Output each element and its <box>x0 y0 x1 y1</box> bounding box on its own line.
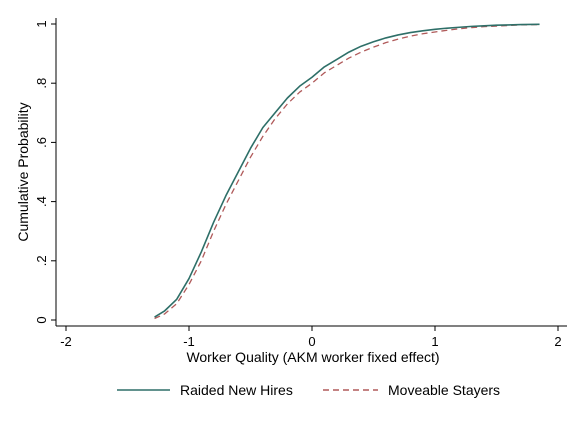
x-tick-label: -1 <box>183 334 195 349</box>
y-ticks: 0 .2 .4 .6 .8 1 <box>34 20 56 324</box>
x-tick-label: -2 <box>60 334 72 349</box>
legend-label-moveable-stayers: Moveable Stayers <box>388 382 500 398</box>
x-ticks: -2 -1 0 1 2 <box>60 326 562 349</box>
legend-label-raided-new-hires: Raided New Hires <box>180 382 293 398</box>
y-tick-label: .4 <box>34 196 49 207</box>
series-line-raided-new-hires <box>154 23 540 318</box>
x-tick-label: 2 <box>554 334 561 349</box>
x-axis-label: Worker Quality (AKM worker fixed effect) <box>186 349 439 365</box>
y-tick-label: 1 <box>34 20 49 27</box>
series-group <box>154 23 540 320</box>
series-line-moveable-stayers <box>154 23 540 320</box>
y-tick-label: .2 <box>34 255 49 266</box>
y-tick-label: .6 <box>34 137 49 148</box>
y-tick-label: .8 <box>34 78 49 89</box>
y-tick-label: 0 <box>34 316 49 323</box>
x-tick-label: 0 <box>308 334 315 349</box>
axes <box>55 18 567 327</box>
x-tick-label: 1 <box>431 334 438 349</box>
legend: Raided New Hires Moveable Stayers <box>117 382 500 398</box>
y-axis-label: Cumulative Probability <box>15 102 31 241</box>
